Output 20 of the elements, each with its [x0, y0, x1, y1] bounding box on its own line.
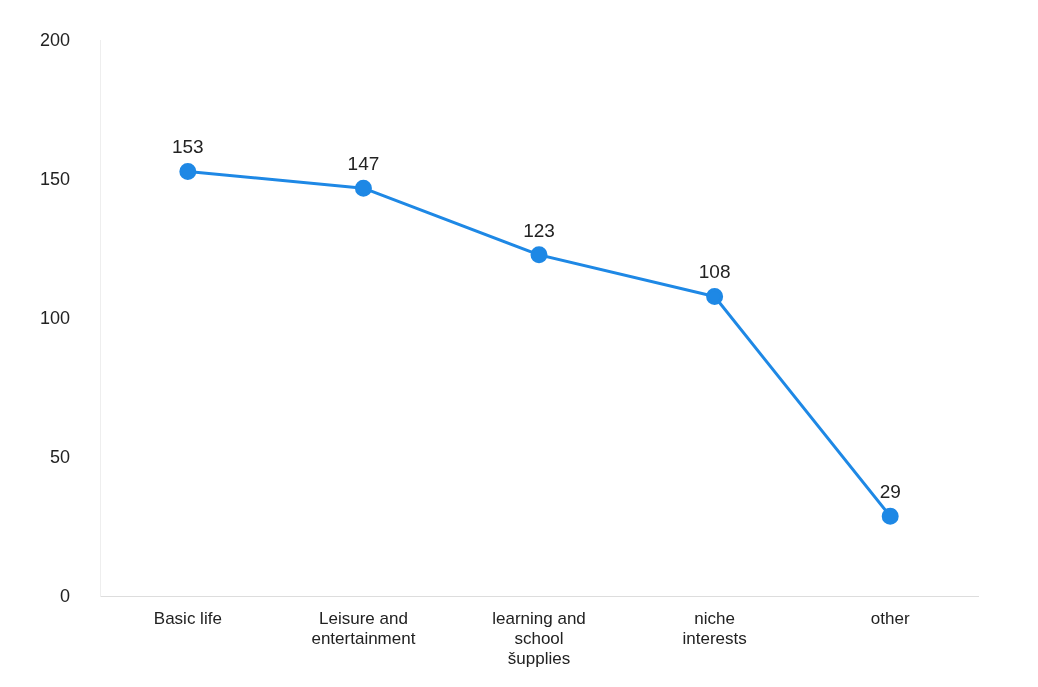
y-tick-label: 50: [50, 446, 71, 467]
data-label: 123: [523, 219, 555, 241]
x-tick-label: niche interests: [682, 608, 747, 649]
x-tick-label: learning and school šupplies: [492, 608, 586, 669]
point: [179, 162, 197, 180]
x-tick-label: other: [870, 608, 910, 628]
data-label: 147: [347, 152, 380, 174]
x-tick-label: Basic life: [153, 608, 222, 628]
point: [881, 507, 899, 525]
y-tick-label: 0: [60, 585, 71, 606]
data-label: 153: [171, 136, 204, 158]
data-label: 108: [698, 261, 731, 283]
y-tick-label: 100: [39, 307, 71, 328]
x-tick-label: Leisure and entertainment: [311, 608, 416, 649]
point: [706, 288, 724, 306]
y-tick-label: 200: [39, 29, 71, 50]
y-tick-label: 150: [39, 168, 71, 189]
point: [530, 246, 548, 264]
data-label: 29: [879, 480, 901, 502]
point: [354, 179, 372, 197]
